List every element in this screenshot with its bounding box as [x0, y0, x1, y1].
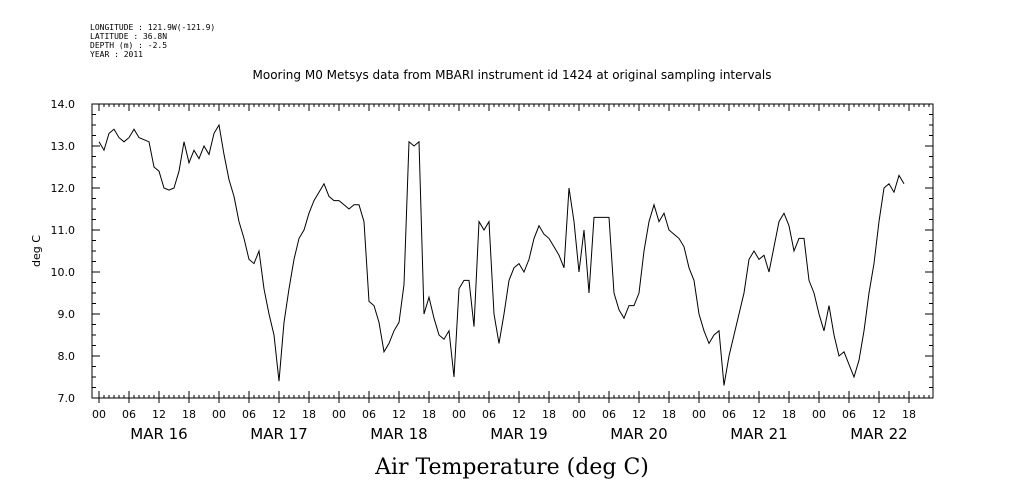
series-line: [98, 123, 905, 386]
x-tick-label: 18: [662, 408, 676, 421]
x-axis-caption: Air Temperature (deg C): [375, 455, 649, 480]
y-tick-label: 9.0: [58, 308, 76, 321]
x-tick-label: 18: [302, 408, 316, 421]
x-tick-label: 06: [122, 408, 136, 421]
x-tick-label: 00: [452, 408, 466, 421]
latitude-text: LATITUDE : 36.8N: [90, 32, 168, 41]
chart-title: Mooring M0 Metsys data from MBARI instru…: [252, 68, 772, 82]
y-tick-label: 11.0: [51, 224, 76, 237]
x-tick-label: 06: [242, 408, 256, 421]
year-text: YEAR : 2011: [90, 50, 143, 59]
x-day-label: MAR 20: [610, 425, 667, 443]
depth-text: DEPTH (m) : -2.5: [90, 41, 168, 50]
x-tick-label: 06: [722, 408, 736, 421]
x-tick-label: 06: [482, 408, 496, 421]
x-tick-label: 06: [602, 408, 616, 421]
y-tick-label: 10.0: [51, 266, 76, 279]
x-tick-label: 18: [422, 408, 436, 421]
x-tick-label: 18: [182, 408, 196, 421]
y-axis-label: deg C: [30, 235, 43, 267]
y-tick-label: 14.0: [51, 98, 76, 111]
x-day-label: MAR 21: [730, 425, 787, 443]
x-day-label: MAR 17: [250, 425, 307, 443]
x-tick-label: 12: [752, 408, 766, 421]
x-day-label: MAR 18: [370, 425, 427, 443]
x-day-label: MAR 22: [850, 425, 907, 443]
x-tick-label: 00: [572, 408, 586, 421]
x-tick-label: 18: [782, 408, 796, 421]
x-tick-label: 12: [392, 408, 406, 421]
x-tick-label: 12: [152, 408, 166, 421]
x-day-label: MAR 16: [130, 425, 187, 443]
x-day-label: MAR 19: [490, 425, 547, 443]
longitude-text: LONGITUDE : 121.9W(-121.9): [90, 23, 216, 32]
x-tick-label: 00: [212, 408, 226, 421]
plot-frame: [91, 103, 934, 399]
x-axis: 00 06 12 18 00 06 12 18 00 06 12 18 00 06 12 18 00 06 12 18…: [92, 104, 930, 443]
x-tick-label: 00: [332, 408, 346, 421]
x-tick-label: 00: [692, 408, 706, 421]
x-tick-label: 06: [362, 408, 376, 421]
y-axis: 7.0 8.0 9.0 10.0 11.0 12.0 13.0 14.0: [51, 98, 933, 405]
x-tick-label: 18: [902, 408, 916, 421]
x-tick-label: 00: [92, 408, 106, 421]
x-tick-label: 00: [812, 408, 826, 421]
x-tick-label: 12: [272, 408, 286, 421]
x-tick-label: 12: [872, 408, 886, 421]
y-tick-label: 13.0: [51, 140, 76, 153]
x-tick-label: 06: [842, 408, 856, 421]
x-tick-label: 18: [542, 408, 556, 421]
x-tick-label: 12: [632, 408, 646, 421]
metadata-block: LONGITUDE : 121.9W(-121.9) LATITUDE : 36…: [90, 23, 215, 59]
y-tick-label: 12.0: [51, 182, 76, 195]
x-tick-label: 12: [512, 408, 526, 421]
y-tick-label: 7.0: [58, 392, 76, 405]
y-tick-label: 8.0: [58, 350, 76, 363]
